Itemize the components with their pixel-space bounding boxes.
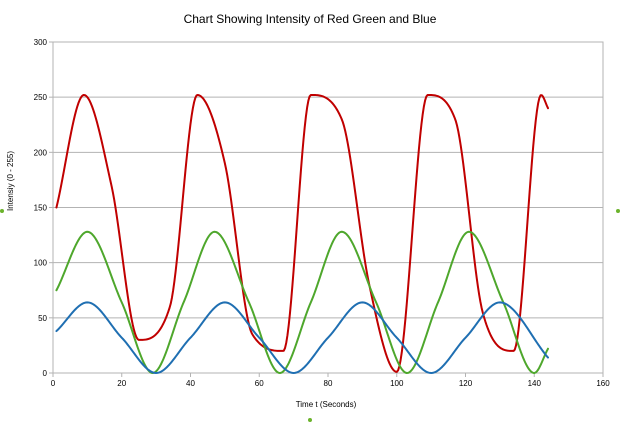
y-tick-label: 50 bbox=[38, 314, 47, 323]
frame-handle-left-middle[interactable] bbox=[0, 209, 4, 213]
y-tick-label: 100 bbox=[34, 259, 48, 268]
x-tick-label: 0 bbox=[51, 379, 56, 388]
frame-handle-right-middle[interactable] bbox=[616, 209, 620, 213]
chart-title: Chart Showing Intensity of Red Green and… bbox=[183, 12, 437, 26]
x-axis-label: Time t (Seconds) bbox=[295, 400, 357, 409]
x-tick-label: 40 bbox=[186, 379, 195, 388]
y-tick-label: 0 bbox=[43, 369, 48, 378]
x-tick-label: 80 bbox=[324, 379, 333, 388]
x-tick-label: 140 bbox=[528, 379, 542, 388]
x-tick-label: 20 bbox=[117, 379, 126, 388]
y-tick-label: 200 bbox=[34, 148, 48, 157]
x-tick-label: 60 bbox=[255, 379, 264, 388]
grid-layer bbox=[53, 41, 603, 374]
series-line-3 bbox=[55, 301, 549, 374]
plot-area-frame bbox=[52, 41, 604, 374]
x-tick-label: 160 bbox=[596, 379, 610, 388]
axis-layer: 0 50 100 150 200 250 300 0 20 40 60 80 100 120 140 160 bbox=[34, 38, 611, 388]
y-tick-label: 150 bbox=[34, 204, 48, 213]
series-line-1 bbox=[55, 93, 549, 373]
series-line-2 bbox=[55, 230, 549, 374]
y-axis-label: Intensiy (0 - 255) bbox=[6, 150, 15, 211]
x-tick-label: 100 bbox=[390, 379, 404, 388]
y-tick-label: 250 bbox=[34, 93, 48, 102]
y-tick-label: 300 bbox=[34, 38, 48, 47]
x-tick-label: 120 bbox=[459, 379, 473, 388]
frame-handle-bottom-center[interactable] bbox=[308, 418, 312, 422]
series-layer bbox=[55, 93, 549, 374]
